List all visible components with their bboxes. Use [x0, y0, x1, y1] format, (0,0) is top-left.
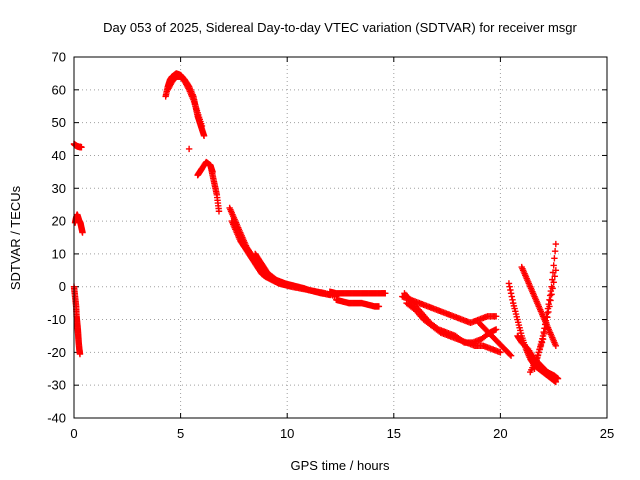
data-point — [382, 290, 389, 297]
data-point — [539, 336, 547, 343]
data-point — [492, 326, 500, 333]
series-early-high — [70, 140, 85, 151]
data-point — [551, 273, 558, 280]
data-point — [554, 375, 562, 382]
data-point — [546, 303, 553, 310]
data-point — [185, 145, 193, 153]
data-point — [548, 291, 555, 298]
data-point — [534, 352, 541, 359]
data-point — [76, 350, 84, 358]
data-point — [552, 240, 560, 248]
series-branch-d — [475, 319, 515, 359]
y-tick-label: 40 — [52, 148, 66, 163]
data-point — [540, 330, 548, 337]
data-point — [215, 208, 223, 215]
series-late-3 — [514, 332, 562, 382]
data-point — [551, 255, 558, 262]
data-point — [544, 314, 551, 321]
series-descent-3c — [252, 250, 272, 277]
data-point — [507, 286, 514, 294]
data-point — [505, 280, 513, 287]
data-point — [198, 122, 206, 130]
data-point — [552, 342, 560, 349]
data-point — [78, 144, 85, 151]
series-late-2 — [518, 263, 560, 349]
series-isolated — [185, 145, 193, 153]
data-point — [264, 269, 271, 276]
data-point — [549, 285, 556, 292]
data-point — [547, 297, 554, 304]
data-point — [507, 290, 515, 297]
series-branch-c — [403, 299, 504, 356]
data-point — [552, 267, 560, 274]
chart-title: Day 053 of 2025, Sidereal Day-to-day VTE… — [103, 20, 577, 35]
y-tick-label: 50 — [52, 115, 66, 130]
y-tick-label: -30 — [47, 378, 66, 393]
axis-ticks: 0 5 10 15 20 25 -40 -30 -20 -10 0 10 20 30 40 50 60 70 — [47, 50, 614, 442]
data-point — [79, 229, 86, 236]
y-tick-label: 30 — [52, 181, 66, 196]
data-point — [538, 339, 546, 346]
y-tick-label: 10 — [52, 246, 66, 261]
data-points — [70, 70, 562, 386]
data-point — [508, 293, 515, 300]
data-point — [541, 325, 549, 332]
data-point — [375, 303, 383, 310]
data-point — [543, 319, 550, 327]
series-arc-inner — [164, 73, 206, 130]
y-tick-label: 70 — [52, 50, 66, 65]
data-point — [551, 247, 559, 255]
series-descent-2 — [207, 162, 223, 215]
data-point — [497, 349, 504, 356]
y-axis-label: SDTVAR / TECUs — [8, 185, 23, 290]
x-tick-label: 25 — [600, 426, 614, 441]
y-tick-label: -10 — [47, 312, 66, 327]
data-point — [492, 313, 500, 320]
data-point — [537, 342, 545, 349]
series-flat-band-lower — [333, 296, 383, 310]
grid-lines — [74, 57, 607, 418]
series-descent-3b — [228, 217, 340, 300]
series-early-drop — [70, 283, 84, 358]
x-tick-label: 15 — [387, 426, 401, 441]
x-tick-label: 0 — [70, 426, 77, 441]
y-tick-label: 20 — [52, 214, 66, 229]
data-point — [185, 85, 192, 92]
series-late-5 — [527, 267, 560, 376]
data-point — [507, 352, 515, 359]
y-tick-label: -40 — [47, 411, 66, 426]
data-point — [536, 345, 544, 353]
data-point — [550, 279, 557, 286]
plot-frame — [73, 56, 608, 419]
data-point — [533, 355, 540, 363]
data-point — [535, 349, 542, 356]
x-tick-label: 5 — [177, 426, 184, 441]
x-tick-label: 10 — [280, 426, 294, 441]
data-point — [506, 351, 514, 358]
data-point — [264, 270, 272, 277]
x-tick-label: 20 — [493, 426, 507, 441]
y-tick-label: -20 — [47, 345, 66, 360]
y-tick-label: 60 — [52, 82, 66, 97]
data-point — [545, 308, 552, 316]
data-point — [200, 132, 208, 139]
data-point — [509, 296, 516, 304]
data-point — [506, 283, 513, 290]
x-axis-label: GPS time / hours — [291, 458, 390, 473]
series-flat-band — [326, 288, 389, 297]
data-point — [550, 262, 557, 269]
y-tick-label: 0 — [59, 279, 66, 294]
